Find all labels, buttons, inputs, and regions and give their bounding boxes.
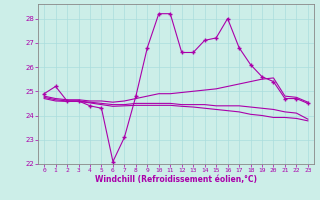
X-axis label: Windchill (Refroidissement éolien,°C): Windchill (Refroidissement éolien,°C) [95, 175, 257, 184]
